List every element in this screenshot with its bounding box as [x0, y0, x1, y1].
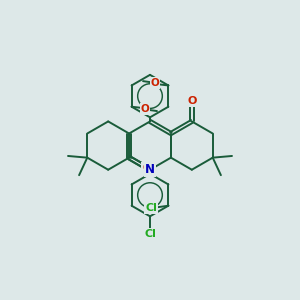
Text: N: N [145, 163, 155, 176]
Text: O: O [187, 96, 196, 106]
Text: O: O [140, 104, 149, 114]
Text: Cl: Cl [144, 229, 156, 239]
Text: O: O [142, 163, 152, 173]
Text: Cl: Cl [145, 203, 157, 213]
Text: O: O [151, 78, 160, 88]
